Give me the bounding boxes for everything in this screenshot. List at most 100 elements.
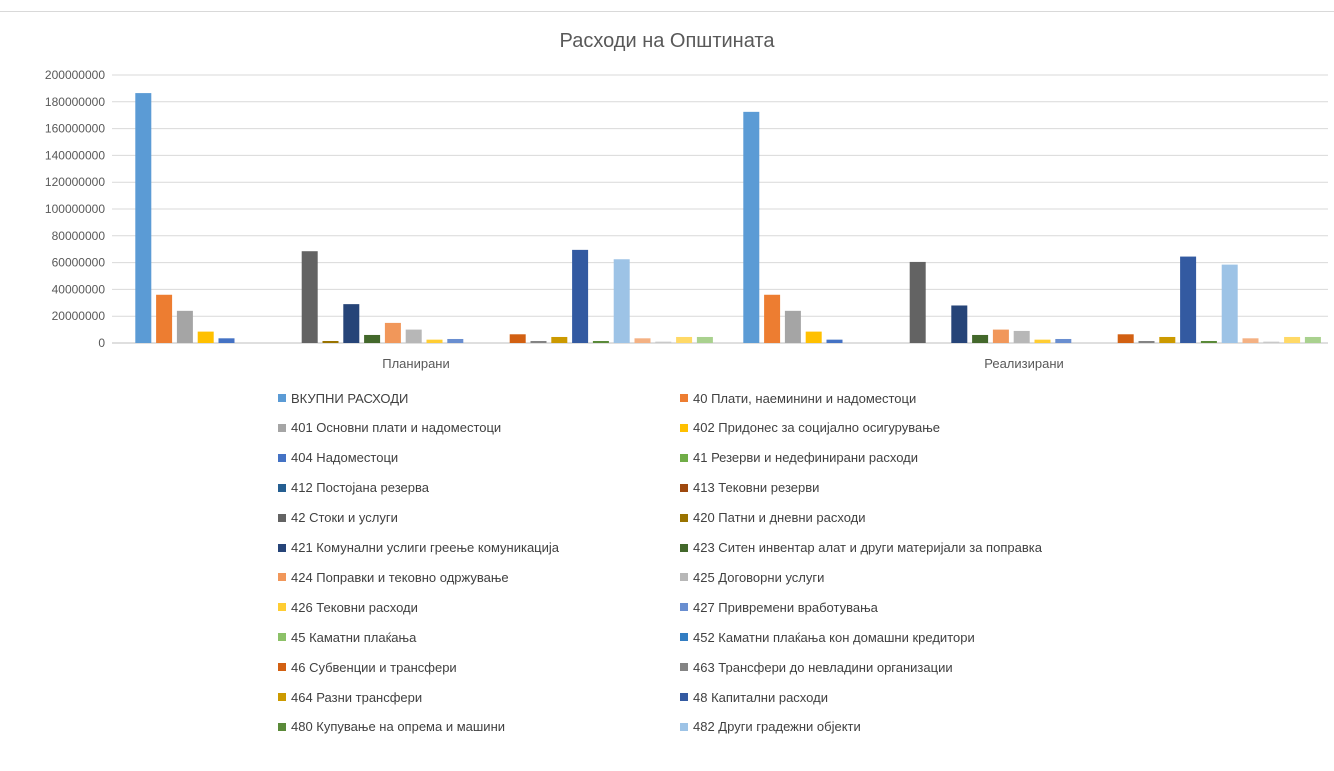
legend-label: 42 Стоки и услуги	[291, 510, 398, 526]
bar	[743, 111, 760, 343]
bar	[1242, 338, 1259, 343]
y-tick-label: 80000000	[52, 229, 106, 243]
y-tick-label: 200000000	[45, 68, 105, 82]
bar	[426, 339, 443, 343]
bar	[1013, 330, 1030, 343]
bar	[1034, 339, 1051, 343]
bar	[530, 340, 547, 343]
bar	[1055, 338, 1072, 343]
legend-swatch	[680, 633, 688, 642]
bar	[1304, 336, 1321, 343]
legend-label: 426 Тековни расходи	[291, 599, 418, 615]
bar	[764, 294, 781, 343]
legend-swatch	[278, 573, 286, 582]
legend-item: 41 Резерви и недефинирани расходи	[680, 448, 918, 468]
bar	[992, 329, 1009, 343]
bar	[676, 336, 693, 343]
legend-label: 464 Разни трансфери	[291, 689, 423, 705]
bar	[805, 331, 822, 343]
legend-swatch	[680, 663, 688, 672]
legend-item: 425 Договорни услуги	[680, 567, 824, 587]
bar	[447, 338, 464, 343]
legend-swatch	[680, 693, 688, 701]
legend-swatch	[278, 603, 286, 612]
legend-label: 480 Купување на опрема и машини	[291, 719, 506, 735]
legend-item: 413 Тековни резерви	[680, 478, 819, 498]
legend-swatch	[278, 453, 286, 462]
legend-label: 45 Каматни плаќања	[291, 629, 417, 645]
chart-title: Расходи на Општината	[559, 30, 775, 52]
legend-item: 401 Основни плати и надоместоци	[278, 418, 501, 438]
bar	[572, 249, 589, 343]
bar	[218, 338, 235, 343]
bar	[509, 334, 526, 343]
bar	[1263, 341, 1280, 343]
bar	[551, 336, 568, 343]
bar	[784, 310, 801, 343]
legend-swatch	[680, 573, 688, 582]
legend-item: 480 Купување на опрема и машини	[278, 717, 505, 737]
bar	[135, 93, 152, 343]
bar	[301, 251, 318, 343]
legend-label: 40 Плати, наеминини и надоместоци	[693, 390, 917, 406]
x-category-label: Реализирани	[984, 356, 1064, 371]
legend-label: 424 Поправки и тековно одржување	[291, 569, 509, 585]
legend-swatch	[278, 483, 286, 492]
bar	[972, 334, 989, 343]
bar	[322, 340, 339, 343]
legend-swatch	[278, 543, 286, 552]
legend-item: 482 Други градежни објекти	[680, 717, 861, 737]
legend-swatch	[680, 543, 688, 552]
y-tick-label: 180000000	[45, 95, 105, 109]
bar	[592, 340, 609, 343]
y-tick-label: 20000000	[52, 309, 106, 323]
legend-item: 46 Субвенции и трансфери	[278, 657, 457, 677]
bar	[156, 294, 173, 343]
bar	[909, 261, 926, 343]
bar	[405, 329, 422, 343]
bar	[1138, 340, 1155, 343]
legend-item: 452 Каматни плаќања кон домашни кредитор…	[680, 627, 975, 647]
legend-label: 427 Привремени вработувања	[693, 599, 878, 615]
y-tick-label: 140000000	[45, 148, 105, 162]
legend-item: 404 Надоместоци	[278, 448, 398, 468]
bar	[197, 331, 214, 343]
legend-label: 420 Патни и дневни расходи	[693, 510, 866, 526]
legend-item: 421 Комунални услиги греење комуникација	[278, 538, 559, 558]
legend-swatch	[680, 483, 688, 492]
legend-swatch	[278, 633, 286, 642]
y-tick-label: 160000000	[45, 122, 105, 136]
legend-label: 463 Трансфери до невладини организации	[693, 659, 953, 675]
legend-item: 463 Трансфери до невладини организации	[680, 657, 953, 677]
legend-label: 425 Договорни услуги	[693, 569, 825, 585]
bar	[634, 338, 651, 343]
legend-swatch	[680, 513, 688, 522]
bar	[364, 334, 381, 343]
legend-item: 412 Постојана резерва	[278, 478, 429, 498]
legend-item: 427 Привремени вработувања	[680, 597, 878, 617]
y-tick-label: 40000000	[52, 282, 106, 296]
legend-label: ВКУПНИ РАСХОДИ	[291, 390, 409, 406]
legend-item: 40 Плати, наеминини и надоместоци	[680, 388, 916, 408]
bar	[826, 339, 843, 343]
bar	[176, 310, 193, 343]
y-tick-label: 0	[98, 336, 105, 350]
legend-label: 421 Комунални услиги греење комуникација	[291, 540, 560, 555]
bar	[1284, 336, 1301, 343]
legend-item: 426 Тековни расходи	[278, 597, 418, 617]
legend-swatch	[680, 423, 688, 432]
bar	[1180, 256, 1197, 343]
legend-swatch	[680, 722, 688, 731]
legend-swatch	[278, 423, 286, 432]
legend-label: 412 Постојана резерва	[291, 480, 429, 496]
legend-swatch	[680, 394, 688, 402]
bar	[1117, 334, 1134, 343]
legend-label: 404 Надоместоци	[291, 450, 399, 466]
bar	[1221, 264, 1238, 343]
legend-label: 41 Резерви и недефинирани расходи	[693, 450, 918, 466]
legend-swatch	[278, 693, 286, 701]
chart-frame-border	[0, 11, 1334, 12]
y-tick-label: 100000000	[45, 202, 105, 216]
legend-item: 402 Придонес за социјално осигурување	[680, 418, 940, 438]
legend-item: 424 Поправки и тековно одржување	[278, 567, 509, 587]
